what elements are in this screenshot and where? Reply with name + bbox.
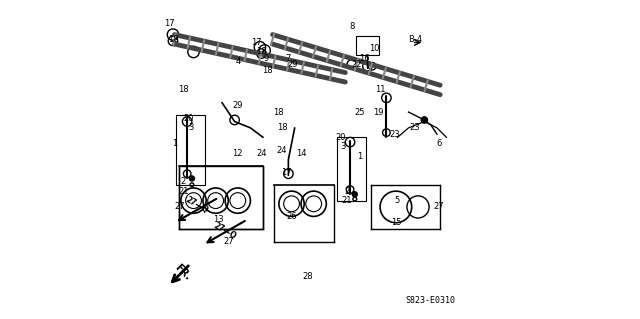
Text: 2: 2 <box>344 187 349 196</box>
Text: 1: 1 <box>172 139 177 148</box>
Text: 18: 18 <box>262 66 273 76</box>
Text: 29: 29 <box>232 101 243 110</box>
Text: 4: 4 <box>235 57 241 66</box>
Text: 11: 11 <box>375 85 385 94</box>
Text: 27: 27 <box>433 203 444 211</box>
Text: 27—Q: 27—Q <box>212 221 238 241</box>
Text: 27: 27 <box>223 237 234 246</box>
Circle shape <box>189 176 195 181</box>
Text: 27—Q: 27—Q <box>184 195 209 215</box>
Text: 22: 22 <box>351 60 362 69</box>
Text: S823-E0310: S823-E0310 <box>406 296 456 305</box>
Text: 2: 2 <box>180 177 186 186</box>
Text: 23: 23 <box>389 130 399 139</box>
Text: 15: 15 <box>390 218 401 227</box>
Text: 16: 16 <box>359 54 369 63</box>
Circle shape <box>421 117 428 123</box>
Text: 24: 24 <box>277 145 287 154</box>
Text: FR.: FR. <box>173 262 193 282</box>
Text: 21: 21 <box>178 187 189 196</box>
Text: 27: 27 <box>174 203 184 211</box>
Text: 1: 1 <box>357 152 362 161</box>
Text: 18: 18 <box>168 35 179 44</box>
Circle shape <box>352 192 357 197</box>
Bar <box>179 166 263 229</box>
Text: 28: 28 <box>302 272 313 281</box>
Text: 24: 24 <box>256 149 267 158</box>
Text: 8: 8 <box>349 22 355 31</box>
Text: 17: 17 <box>282 168 292 177</box>
Bar <box>337 137 366 201</box>
Text: B-4: B-4 <box>408 35 422 44</box>
Text: 21: 21 <box>342 196 352 205</box>
Text: 29: 29 <box>288 60 298 69</box>
Text: 9: 9 <box>264 54 269 63</box>
Text: 19: 19 <box>373 108 384 116</box>
Text: 18: 18 <box>273 108 284 116</box>
Text: 25: 25 <box>355 108 365 116</box>
Bar <box>356 36 378 55</box>
Text: 18: 18 <box>256 48 267 56</box>
Text: 20: 20 <box>335 133 346 142</box>
Text: 13: 13 <box>214 215 224 224</box>
Text: 10: 10 <box>369 44 380 53</box>
Text: 5: 5 <box>395 196 400 205</box>
Text: 20: 20 <box>184 114 194 123</box>
Text: 7: 7 <box>285 54 291 63</box>
Text: 17: 17 <box>252 38 262 47</box>
Text: 3: 3 <box>340 142 346 151</box>
Text: 18: 18 <box>276 123 287 132</box>
Text: 23: 23 <box>410 123 420 132</box>
Text: 14: 14 <box>296 149 307 158</box>
Bar <box>176 115 205 185</box>
Text: 26: 26 <box>286 212 297 221</box>
Text: 6: 6 <box>436 139 441 148</box>
Text: 12: 12 <box>232 149 243 158</box>
Text: 3: 3 <box>188 123 194 132</box>
Text: 18: 18 <box>178 85 189 94</box>
Text: 17: 17 <box>164 19 175 28</box>
